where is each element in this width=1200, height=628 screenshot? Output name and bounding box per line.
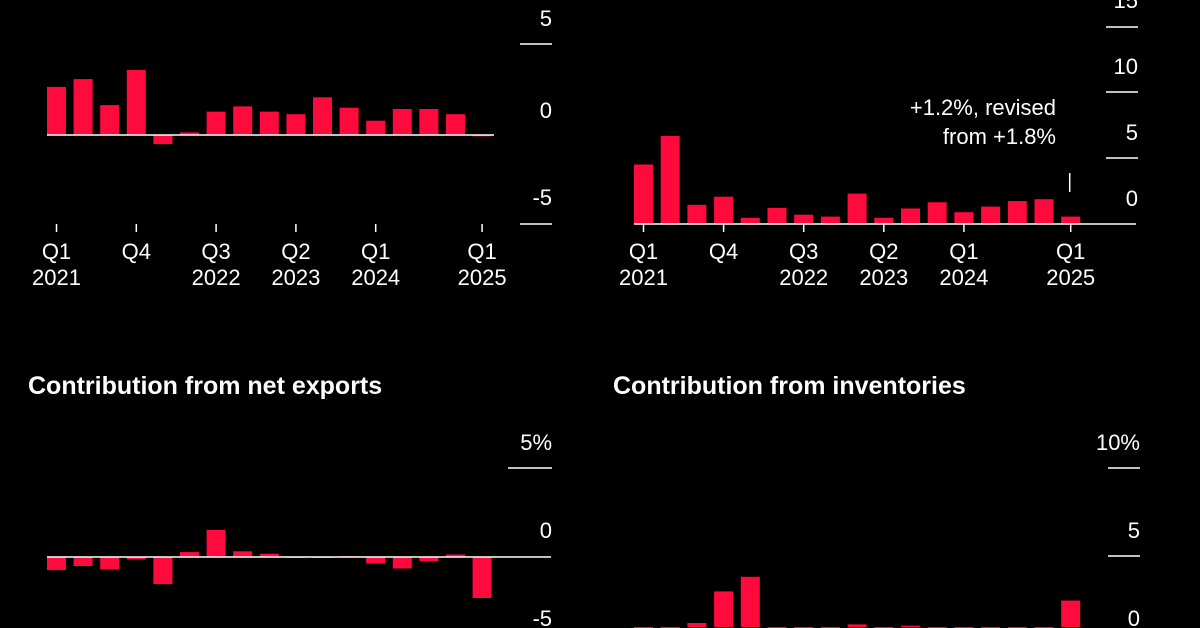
x-tick-year-label: 2022 bbox=[779, 265, 828, 290]
bar bbox=[339, 107, 359, 135]
bar bbox=[313, 97, 332, 135]
bar bbox=[206, 111, 226, 135]
x-tick-label: Q1 bbox=[467, 239, 496, 264]
bar bbox=[794, 214, 814, 224]
annotation-line2: from +1.8% bbox=[943, 124, 1056, 149]
bar bbox=[847, 193, 867, 224]
x-tick-label: Q1 bbox=[1056, 239, 1085, 264]
x-tick-label: Q1 bbox=[629, 239, 658, 264]
x-tick-label: Q2 bbox=[869, 239, 898, 264]
y-tick-label: 5 bbox=[540, 6, 552, 31]
bar bbox=[419, 557, 439, 562]
bar bbox=[180, 552, 199, 557]
bar bbox=[73, 557, 93, 566]
bar bbox=[366, 120, 386, 135]
bar bbox=[1061, 216, 1081, 224]
bar bbox=[927, 202, 947, 224]
y-tick-label: 0 bbox=[1126, 186, 1138, 211]
bar bbox=[392, 557, 412, 569]
x-tick-label: Q4 bbox=[709, 239, 738, 264]
y-tick-label: 0 bbox=[540, 518, 552, 543]
y-tick-label: 5 bbox=[1128, 518, 1140, 543]
bar bbox=[446, 554, 465, 557]
bar bbox=[446, 114, 465, 135]
chart-title: Contribution from inventories bbox=[613, 372, 966, 400]
y-tick-label: 15 bbox=[1114, 0, 1138, 13]
y-tick-label: -5 bbox=[532, 185, 552, 210]
y-tick-label: 0 bbox=[1128, 606, 1140, 628]
bar bbox=[472, 557, 492, 598]
x-tick-year-label: 2025 bbox=[1046, 265, 1095, 290]
bar bbox=[180, 132, 199, 135]
bar bbox=[901, 625, 920, 627]
x-tick-year-label: 2023 bbox=[859, 265, 908, 290]
y-tick-label: 10 bbox=[1114, 54, 1138, 79]
y-tick-label: 5 bbox=[1126, 120, 1138, 145]
bar bbox=[714, 196, 734, 224]
x-tick-year-label: 2023 bbox=[271, 265, 320, 290]
x-tick-label: Q1 bbox=[361, 239, 390, 264]
bar bbox=[126, 557, 146, 560]
bar bbox=[259, 553, 279, 557]
chart-title: Contribution from net exports bbox=[28, 372, 382, 400]
x-tick-label: Q3 bbox=[789, 239, 818, 264]
bar bbox=[660, 136, 680, 224]
bar bbox=[901, 208, 920, 224]
bar bbox=[73, 79, 93, 135]
bar bbox=[366, 557, 386, 564]
bar bbox=[100, 105, 120, 135]
bar bbox=[1007, 201, 1027, 224]
bar bbox=[419, 109, 439, 135]
bar bbox=[874, 217, 894, 224]
bar bbox=[687, 204, 707, 224]
x-tick-year-label: 2024 bbox=[351, 265, 400, 290]
x-tick-year-label: 2021 bbox=[619, 265, 668, 290]
bar bbox=[47, 86, 66, 135]
x-tick-label: Q3 bbox=[201, 239, 230, 264]
y-tick-label: 10% bbox=[1096, 430, 1140, 455]
bar bbox=[47, 557, 66, 571]
bar bbox=[100, 557, 120, 570]
x-tick-year-label: 2024 bbox=[939, 265, 988, 290]
bar bbox=[153, 135, 173, 145]
bar bbox=[126, 70, 146, 135]
bar bbox=[392, 109, 412, 135]
bar bbox=[233, 551, 253, 557]
x-tick-label: Q4 bbox=[122, 239, 151, 264]
bar bbox=[687, 623, 707, 627]
bar bbox=[740, 576, 760, 627]
bar bbox=[233, 106, 253, 135]
bar bbox=[153, 557, 173, 585]
x-tick-year-label: 2025 bbox=[458, 265, 507, 290]
bar bbox=[206, 529, 226, 557]
x-tick-label: Q1 bbox=[42, 239, 71, 264]
x-tick-year-label: 2022 bbox=[192, 265, 241, 290]
bar bbox=[740, 217, 760, 224]
bar bbox=[714, 591, 734, 627]
bar bbox=[259, 111, 279, 135]
bar bbox=[767, 207, 787, 224]
y-tick-label: -5 bbox=[532, 606, 552, 628]
bar bbox=[847, 624, 867, 627]
bar bbox=[286, 114, 306, 135]
bar bbox=[1061, 600, 1081, 627]
bar bbox=[981, 206, 1001, 224]
annotation-line1: +1.2%, revised bbox=[910, 95, 1056, 120]
bar bbox=[1034, 199, 1054, 224]
x-tick-label: Q2 bbox=[281, 239, 310, 264]
bar bbox=[820, 216, 840, 224]
y-tick-label: 5% bbox=[520, 430, 552, 455]
bar bbox=[634, 164, 653, 224]
y-tick-label: 0 bbox=[540, 98, 552, 123]
bar bbox=[954, 212, 974, 224]
x-tick-year-label: 2021 bbox=[32, 265, 81, 290]
x-tick-label: Q1 bbox=[949, 239, 978, 264]
